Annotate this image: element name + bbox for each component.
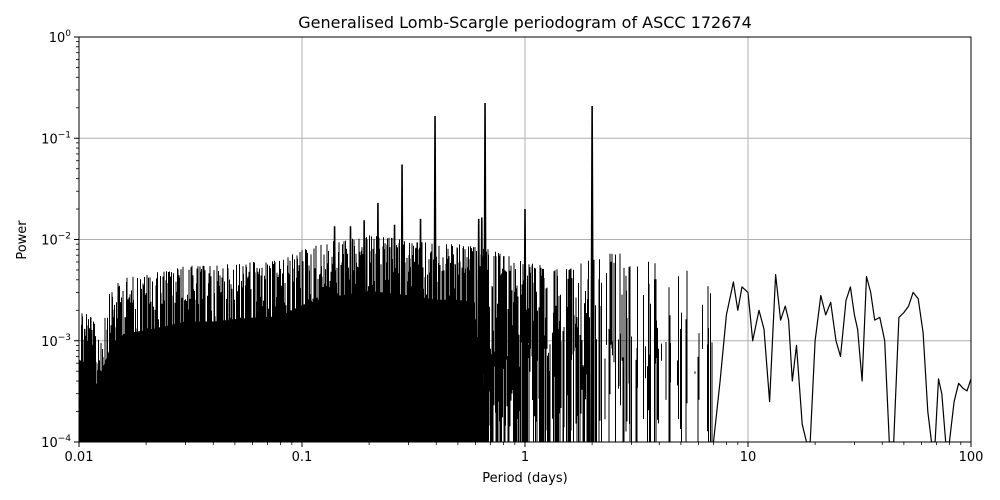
periodogram-peak [433, 115, 438, 442]
periodogram-peak [362, 220, 367, 442]
periodogram-peak [375, 202, 380, 442]
x-tick-label: 100 [959, 450, 984, 465]
x-tick-label: 0.1 [292, 450, 313, 465]
x-tick-label: 1 [521, 450, 529, 465]
y-tick-label: 10−4 [41, 434, 71, 451]
x-axis-label: Period (days) [482, 471, 568, 486]
chart-title: Generalised Lomb-Scargle periodogram of … [298, 13, 752, 32]
periodogram-peak [590, 106, 595, 442]
long-period-tail [712, 274, 971, 442]
y-tick-label: 10−2 [41, 232, 71, 249]
y-axis-label: Power [15, 220, 30, 260]
y-axis: 10−4 10−3 10−2 10−1 100 [41, 29, 79, 451]
periodogram-peak [332, 226, 337, 442]
y-tick-label: 100 [49, 29, 72, 46]
periodogram-peak [418, 218, 423, 442]
y-tick-label: 10−3 [41, 333, 71, 350]
periodogram-peak [479, 217, 484, 442]
periodogram-peak [523, 209, 527, 442]
y-tick-label: 10−1 [41, 130, 71, 147]
periodogram-peak [392, 224, 397, 442]
periodogram-peak [476, 218, 481, 442]
x-axis: 0.01 0.1 1 10 100 [65, 442, 984, 465]
periodogram-series [79, 102, 971, 442]
periodogram-peak [483, 102, 488, 442]
x-tick-label: 10 [740, 450, 757, 465]
periodogram-peak [348, 226, 353, 442]
periodogram-peak [400, 164, 405, 442]
x-tick-label: 0.01 [65, 450, 94, 465]
